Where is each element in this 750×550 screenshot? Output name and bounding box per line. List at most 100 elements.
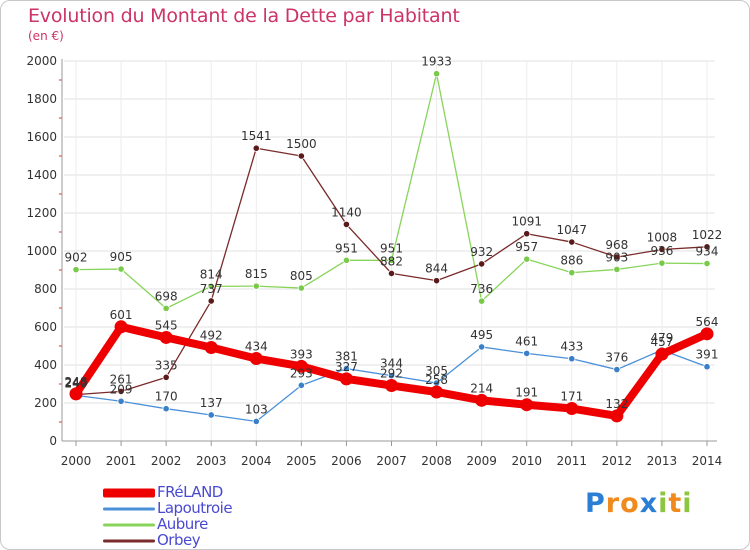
data-label-aubure: 903 bbox=[605, 250, 628, 264]
data-point-orbey bbox=[658, 245, 666, 254]
logo-letter: i bbox=[658, 488, 669, 519]
data-label-aubure: 698 bbox=[155, 289, 178, 303]
logo-letter: i bbox=[682, 488, 693, 519]
x-tick-label: 2012 bbox=[602, 454, 633, 468]
data-point-aubure bbox=[568, 269, 576, 277]
legend-label-orbey: Orbey bbox=[157, 531, 201, 549]
data-label-lapoutroie: 381 bbox=[335, 350, 358, 364]
logo-letter: o bbox=[620, 488, 640, 519]
data-label-frland: 434 bbox=[245, 340, 268, 354]
proxiti-logo[interactable]: Proxiti bbox=[585, 488, 693, 519]
data-label-aubure: 957 bbox=[515, 240, 538, 254]
data-point-orbey bbox=[703, 243, 711, 251]
data-label-aubure: 1933 bbox=[421, 55, 452, 69]
data-label-lapoutroie: 170 bbox=[155, 390, 178, 404]
data-point-lapoutroie bbox=[297, 381, 305, 389]
data-labels: 248 601 545 492 434 393 327 292 258 214 191 171 132 4… bbox=[65, 55, 723, 417]
grid-lines bbox=[64, 60, 715, 441]
y-tick-labels: 0 200 400 600 800 1000 1200 1400 1600 1800 2000 bbox=[26, 54, 57, 448]
data-label-aubure: 805 bbox=[290, 269, 313, 283]
data-point-orbey bbox=[162, 373, 170, 381]
data-label-lapoutroie: 103 bbox=[245, 402, 268, 416]
y-tick-label: 0 bbox=[49, 434, 57, 448]
y-tick-label: 1600 bbox=[26, 130, 57, 144]
data-label-frland: 601 bbox=[110, 308, 133, 322]
legend-swatch-lapoutroie bbox=[103, 507, 155, 511]
x-tick-label: 2013 bbox=[647, 454, 678, 468]
data-label-frland: 327 bbox=[335, 360, 358, 374]
data-label-orbey: 244 bbox=[65, 376, 88, 390]
data-label-orbey: 932 bbox=[470, 245, 493, 259]
data-point-lapoutroie bbox=[478, 343, 486, 351]
data-label-orbey: 1008 bbox=[647, 230, 678, 244]
data-point-orbey bbox=[117, 387, 125, 396]
data-label-frland: 492 bbox=[200, 329, 223, 343]
data-point-orbey bbox=[523, 230, 531, 238]
data-point-orbey bbox=[432, 277, 441, 285]
data-point-aubure bbox=[523, 255, 531, 263]
data-label-orbey: 1500 bbox=[286, 137, 317, 151]
data-point-frland bbox=[339, 372, 353, 386]
data-label-orbey: 882 bbox=[380, 254, 403, 268]
data-point-aubure bbox=[658, 259, 666, 267]
data-point-frland bbox=[520, 398, 534, 412]
data-point-frland bbox=[430, 385, 444, 399]
data-point-frland bbox=[385, 379, 398, 393]
data-point-lapoutroie bbox=[387, 372, 396, 380]
data-label-lapoutroie: 479 bbox=[650, 331, 673, 345]
y-tick-label: 2000 bbox=[26, 54, 57, 68]
data-label-lapoutroie: 305 bbox=[425, 364, 448, 378]
data-point-frland bbox=[249, 352, 263, 366]
legend-label-aubure: Aubure bbox=[157, 515, 208, 533]
logo-letter: x bbox=[639, 488, 659, 519]
data-point-frland bbox=[565, 402, 579, 416]
data-point-frland bbox=[610, 409, 624, 423]
data-label-frland: 191 bbox=[515, 386, 538, 400]
data-label-frland: 258 bbox=[425, 373, 448, 387]
data-point-aubure bbox=[613, 265, 621, 274]
x-tick-label: 2011 bbox=[557, 454, 588, 468]
data-point-frland bbox=[114, 320, 128, 334]
x-tick-label: 2009 bbox=[466, 454, 497, 468]
data-label-frland: 393 bbox=[290, 347, 313, 361]
data-label-lapoutroie: 344 bbox=[380, 357, 403, 371]
data-point-frland bbox=[475, 393, 489, 407]
data-point-lapoutroie bbox=[342, 365, 351, 373]
legend-label-lapoutroie: Lapoutroie bbox=[157, 499, 233, 517]
data-point-lapoutroie bbox=[568, 355, 576, 363]
data-label-frland: 171 bbox=[560, 390, 583, 404]
data-label-frland: 292 bbox=[380, 367, 403, 381]
data-point-frland bbox=[69, 387, 83, 401]
data-point-lapoutroie bbox=[162, 405, 170, 413]
data-label-orbey: 1140 bbox=[331, 205, 362, 219]
data-point-aubure bbox=[387, 256, 396, 264]
logo-letter: P bbox=[585, 488, 606, 519]
data-point-lapoutroie bbox=[703, 363, 711, 371]
data-label-aubure: 934 bbox=[696, 245, 719, 259]
data-point-orbey bbox=[252, 144, 260, 152]
data-label-frland: 248 bbox=[65, 375, 88, 389]
legend-label-freland: FRéLAND bbox=[157, 483, 223, 501]
y-tick-label: 600 bbox=[34, 320, 57, 334]
data-label-orbey: 1022 bbox=[692, 228, 723, 242]
legend-swatch-orbey bbox=[103, 539, 155, 543]
data-point-lapoutroie bbox=[613, 365, 621, 374]
data-point-aubure bbox=[162, 304, 170, 312]
data-label-aubure: 902 bbox=[65, 251, 88, 265]
data-label-orbey: 737 bbox=[200, 282, 223, 296]
data-label-orbey: 1541 bbox=[241, 129, 272, 143]
y-tick-label: 1200 bbox=[26, 206, 57, 220]
y-tick-label: 1400 bbox=[26, 168, 57, 182]
series-lines bbox=[69, 70, 714, 426]
data-label-lapoutroie: 391 bbox=[696, 348, 719, 362]
data-label-orbey: 968 bbox=[605, 238, 628, 252]
data-point-aubure bbox=[432, 70, 441, 78]
data-label-orbey: 1047 bbox=[557, 223, 588, 237]
x-tick-label: 2007 bbox=[376, 454, 407, 468]
data-point-frland bbox=[655, 347, 669, 361]
y-tick-label: 800 bbox=[34, 282, 57, 296]
x-tick-label: 2002 bbox=[151, 454, 182, 468]
y-axis-unit-label: (en €) bbox=[28, 29, 64, 43]
data-point-frland bbox=[294, 359, 308, 373]
